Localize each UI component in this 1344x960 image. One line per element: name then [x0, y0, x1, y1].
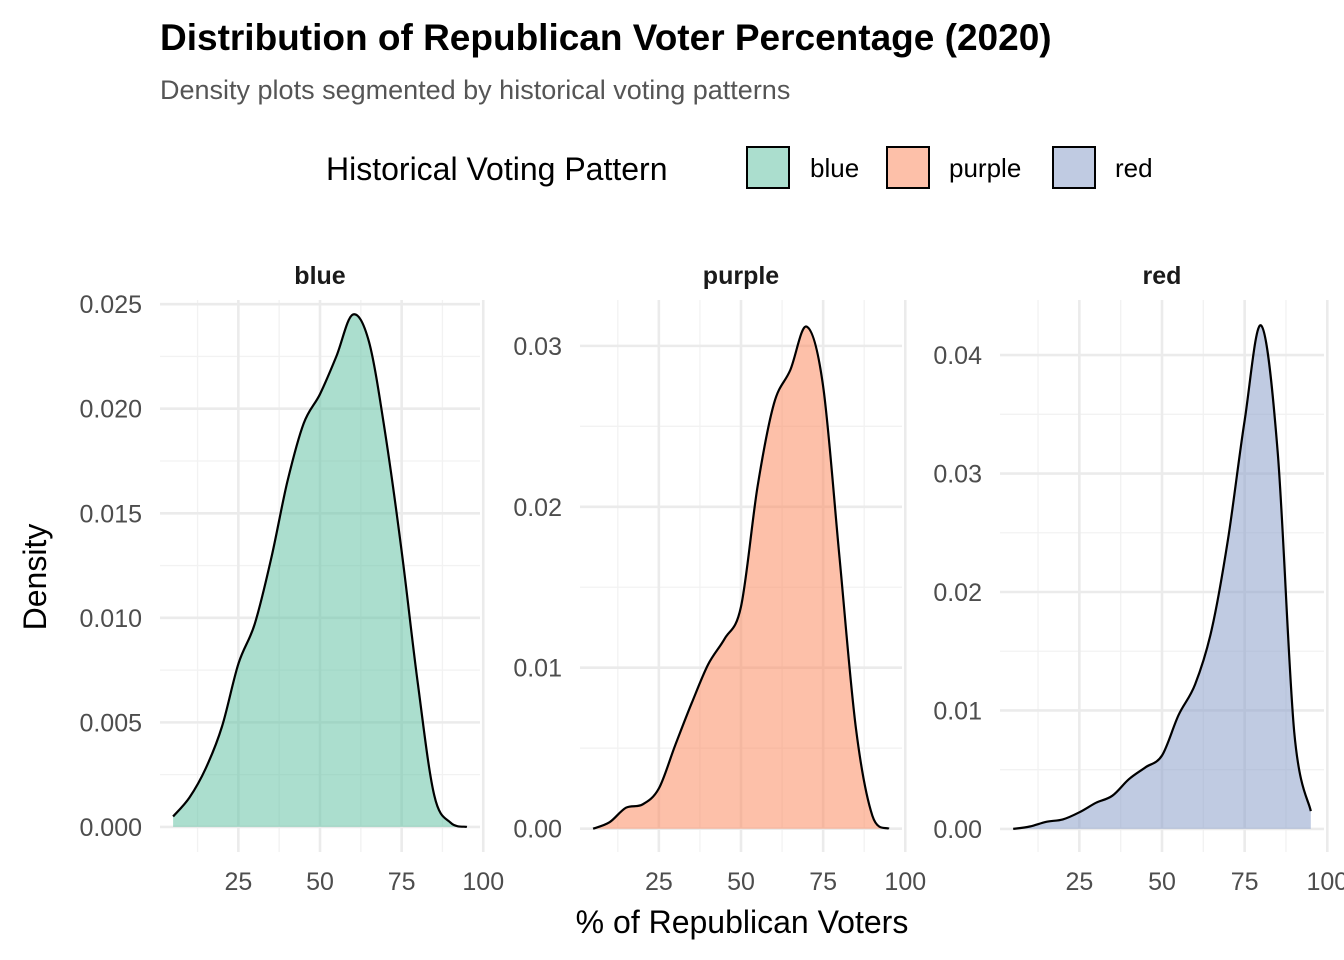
- legend-swatch-purple: [886, 146, 930, 189]
- facet-panel-purple: 25 50 75 100 0.00 0.01 0.02 0.03 purple: [513, 262, 926, 896]
- chart-title: Distribution of Republican Voter Percent…: [160, 17, 1052, 58]
- x-tick-label: 100: [1306, 868, 1344, 896]
- x-tick-label: 75: [809, 868, 837, 896]
- legend-swatch-red: [1052, 146, 1096, 189]
- y-tick-label: 0.020: [79, 396, 142, 424]
- y-axis-title: Density: [17, 524, 53, 631]
- y-tick-label: 0.01: [933, 697, 982, 725]
- facet-strip-label: red: [1143, 262, 1182, 290]
- x-axis-title: % of Republican Voters: [576, 904, 909, 940]
- y-tick-label: 0.010: [79, 605, 142, 633]
- y-tick-label: 0.005: [79, 709, 142, 737]
- y-tick-label: 0.03: [513, 333, 562, 361]
- y-tick-label: 0.02: [933, 579, 982, 607]
- legend-label-blue: blue: [810, 153, 859, 183]
- legend: Historical Voting Pattern blue purple re…: [326, 146, 1153, 189]
- x-tick-label: 25: [224, 868, 252, 896]
- y-tick-label: 0.025: [79, 291, 142, 319]
- density-area-blue: [173, 314, 467, 827]
- y-tick-label: 0.000: [79, 814, 142, 842]
- y-tick-label: 0.02: [513, 494, 562, 522]
- x-tick-label: 75: [1231, 868, 1259, 896]
- legend-label-red: red: [1115, 153, 1153, 183]
- y-tick-label: 0.03: [933, 461, 982, 489]
- y-tick-label: 0.015: [79, 500, 142, 528]
- x-tick-label: 75: [388, 868, 416, 896]
- x-tick-label: 25: [645, 868, 673, 896]
- facet-strip-label: blue: [294, 262, 345, 290]
- facet-strip-label: purple: [703, 262, 779, 290]
- legend-title: Historical Voting Pattern: [326, 151, 668, 187]
- y-tick-label: 0.00: [513, 816, 562, 844]
- y-tick-label: 0.01: [513, 655, 562, 683]
- density-line-red: [1013, 324, 1312, 830]
- density-area-red: [1013, 325, 1311, 829]
- density-line-purple: [592, 325, 890, 830]
- density-line-blue: [172, 313, 468, 828]
- legend-label-purple: purple: [949, 153, 1021, 183]
- legend-swatch-blue: [746, 146, 790, 189]
- x-tick-label: 50: [1148, 868, 1176, 896]
- y-tick-label: 0.00: [933, 816, 982, 844]
- chart-subtitle: Density plots segmented by historical vo…: [160, 75, 790, 105]
- x-tick-label: 50: [306, 868, 334, 896]
- x-tick-label: 100: [462, 868, 504, 896]
- facet-panels: 25 50 75 100 0.000 0.005 0.010 0.015 0.020 0.025 b…: [79, 262, 1344, 896]
- x-tick-label: 25: [1065, 868, 1093, 896]
- x-tick-label: 100: [884, 868, 926, 896]
- facet-panel-red: 25 50 75 100 0.00 0.01 0.02 0.03 0.04 red: [933, 262, 1344, 896]
- y-tick-label: 0.04: [933, 342, 982, 370]
- x-tick-label: 50: [727, 868, 755, 896]
- facet-panel-blue: 25 50 75 100 0.000 0.005 0.010 0.015 0.020 0.025 b…: [79, 262, 504, 896]
- density-area-purple: [593, 326, 889, 829]
